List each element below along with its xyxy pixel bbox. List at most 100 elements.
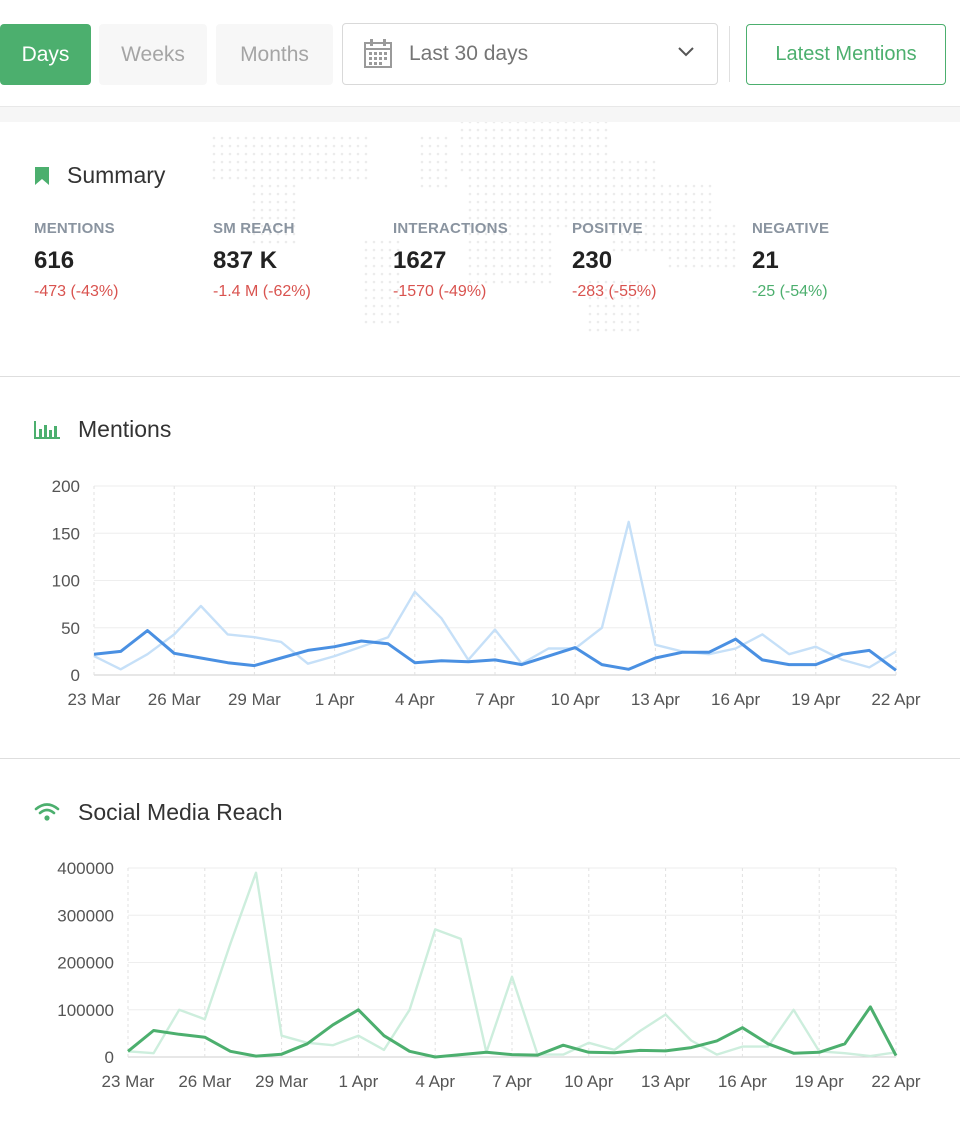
- map-dot: [444, 176, 448, 180]
- map-dot: [580, 122, 584, 124]
- map-dot: [276, 240, 280, 244]
- map-dot: [588, 320, 592, 324]
- map-dot: [612, 248, 616, 252]
- map-dot: [716, 240, 720, 244]
- map-dot: [220, 168, 224, 172]
- map-dot: [260, 152, 264, 156]
- toolbar: Days Weeks Months Last 30 days Latest Me…: [0, 0, 960, 107]
- map-dot: [692, 264, 696, 268]
- map-dot: [668, 216, 672, 220]
- map-dot: [388, 312, 392, 316]
- x-tick-label: 29 Mar: [255, 1072, 308, 1091]
- summary-panel: Summary MENTIONS 616 -473 (-43%) SM REAC…: [0, 122, 960, 376]
- segment-weeks[interactable]: Weeks: [99, 24, 207, 85]
- x-tick-label: 10 Apr: [564, 1072, 613, 1091]
- map-dot: [276, 200, 280, 204]
- section-divider: [0, 758, 960, 759]
- map-dot: [340, 160, 344, 164]
- map-dot: [364, 264, 368, 268]
- map-dot: [596, 224, 600, 228]
- map-dot: [492, 256, 496, 260]
- map-dot: [628, 200, 632, 204]
- map-dot: [524, 152, 528, 156]
- map-dot: [548, 200, 552, 204]
- map-dot: [324, 152, 328, 156]
- map-dot: [388, 240, 392, 244]
- map-dot: [588, 152, 592, 156]
- mentions-chart-title: Mentions: [78, 416, 172, 442]
- map-dot: [596, 136, 600, 140]
- map-dot: [292, 232, 296, 236]
- map-dot: [316, 168, 320, 172]
- map-dot: [604, 176, 608, 180]
- map-dot: [644, 232, 648, 236]
- map-dot: [252, 152, 256, 156]
- map-dot: [260, 144, 264, 148]
- segment-months[interactable]: Months: [216, 24, 333, 85]
- map-dot: [500, 152, 504, 156]
- map-dot: [676, 248, 680, 252]
- map-dot: [556, 122, 560, 124]
- map-dot: [484, 192, 488, 196]
- map-dot: [300, 136, 304, 140]
- map-dot: [484, 232, 488, 236]
- map-dot: [364, 240, 368, 244]
- map-dot: [436, 168, 440, 172]
- map-dot: [708, 184, 712, 188]
- map-dot: [500, 272, 504, 276]
- map-dot: [572, 200, 576, 204]
- summary-title: Summary: [67, 162, 166, 188]
- map-dot: [276, 168, 280, 172]
- map-dot: [516, 240, 520, 244]
- y-tick-label: 100000: [57, 1001, 114, 1020]
- map-dot: [604, 144, 608, 148]
- map-dot: [292, 200, 296, 204]
- map-dot: [308, 160, 312, 164]
- map-dot: [492, 168, 496, 172]
- map-dot: [468, 248, 472, 252]
- map-dot: [684, 184, 688, 188]
- map-dot: [548, 136, 552, 140]
- map-dot: [684, 200, 688, 204]
- map-dot: [532, 176, 536, 180]
- map-dot: [612, 184, 616, 188]
- map-dot: [732, 224, 736, 228]
- segment-days[interactable]: Days: [0, 24, 91, 85]
- y-tick-label: 200: [52, 477, 80, 496]
- map-dot: [660, 192, 664, 196]
- date-range-select[interactable]: Last 30 days: [342, 23, 718, 85]
- map-dot: [484, 216, 488, 220]
- map-dot: [244, 168, 248, 172]
- map-dot: [620, 232, 624, 236]
- map-dot: [388, 248, 392, 252]
- map-dot: [708, 240, 712, 244]
- map-dot: [284, 184, 288, 188]
- map-dot: [564, 184, 568, 188]
- map-dot: [540, 160, 544, 164]
- map-dot: [524, 248, 528, 252]
- map-dot: [500, 248, 504, 252]
- map-dot: [516, 280, 520, 284]
- map-dot: [484, 160, 488, 164]
- map-dot: [652, 168, 656, 172]
- map-dot: [484, 144, 488, 148]
- map-dot: [468, 216, 472, 220]
- map-dot: [524, 272, 528, 276]
- map-dot: [460, 168, 464, 172]
- reach-chart-title: Social Media Reach: [78, 799, 283, 825]
- latest-mentions-button[interactable]: Latest Mentions: [746, 24, 946, 85]
- map-dot: [540, 216, 544, 220]
- map-dot: [500, 216, 504, 220]
- map-dot: [652, 216, 656, 220]
- map-dot: [524, 168, 528, 172]
- map-dot: [636, 208, 640, 212]
- map-dot: [636, 280, 640, 284]
- map-dot: [548, 176, 552, 180]
- map-dot: [476, 152, 480, 156]
- map-dot: [500, 176, 504, 180]
- map-dot: [612, 320, 616, 324]
- map-dot: [396, 248, 400, 252]
- map-dot: [548, 122, 552, 124]
- map-dot: [300, 168, 304, 172]
- map-dot: [636, 216, 640, 220]
